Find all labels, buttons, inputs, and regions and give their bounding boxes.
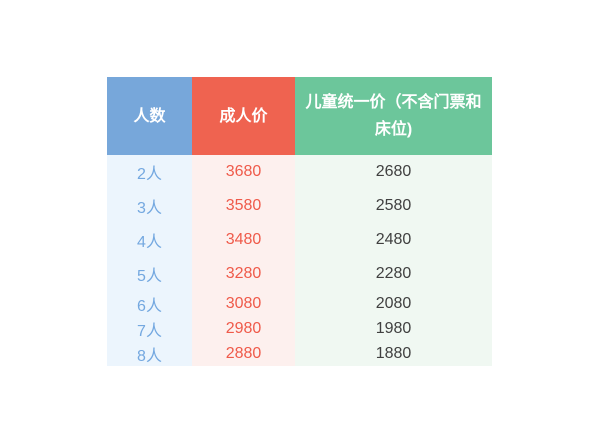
cell-people: 5人 <box>107 257 192 291</box>
table-row: 2人 3680 2680 <box>107 155 492 189</box>
header-child-price: 儿童统一价（不含门票和床位) <box>295 77 492 155</box>
table-header-row: 人数 成人价 儿童统一价（不含门票和床位) <box>107 77 492 155</box>
cell-adult-price: 2980 <box>192 316 295 341</box>
cell-child-price: 2680 <box>295 155 492 189</box>
cell-child-price: 2480 <box>295 223 492 257</box>
cell-people: 2人 <box>107 155 192 189</box>
cell-child-price: 2580 <box>295 189 492 223</box>
table-body: 2人 3680 2680 3人 3580 2580 4人 3480 2480 5… <box>107 155 492 366</box>
cell-people: 8人 <box>107 341 192 366</box>
table-row: 3人 3580 2580 <box>107 189 492 223</box>
cell-adult-price: 3580 <box>192 189 295 223</box>
price-table: 人数 成人价 儿童统一价（不含门票和床位) 2人 3680 2680 3人 35… <box>107 77 492 366</box>
table-row: 7人 2980 1980 <box>107 316 492 341</box>
header-people: 人数 <box>107 77 192 155</box>
header-adult-price: 成人价 <box>192 77 295 155</box>
cell-people: 4人 <box>107 223 192 257</box>
table-row: 8人 2880 1880 <box>107 341 492 366</box>
table-row: 6人 3080 2080 <box>107 291 492 316</box>
cell-adult-price: 3080 <box>192 291 295 316</box>
table-row: 4人 3480 2480 <box>107 223 492 257</box>
cell-people: 6人 <box>107 291 192 316</box>
cell-adult-price: 3680 <box>192 155 295 189</box>
cell-adult-price: 2880 <box>192 341 295 366</box>
cell-adult-price: 3280 <box>192 257 295 291</box>
cell-adult-price: 3480 <box>192 223 295 257</box>
cell-child-price: 2280 <box>295 257 492 291</box>
cell-child-price: 1880 <box>295 341 492 366</box>
cell-child-price: 1980 <box>295 316 492 341</box>
cell-people: 3人 <box>107 189 192 223</box>
cell-people: 7人 <box>107 316 192 341</box>
table-row: 5人 3280 2280 <box>107 257 492 291</box>
cell-child-price: 2080 <box>295 291 492 316</box>
